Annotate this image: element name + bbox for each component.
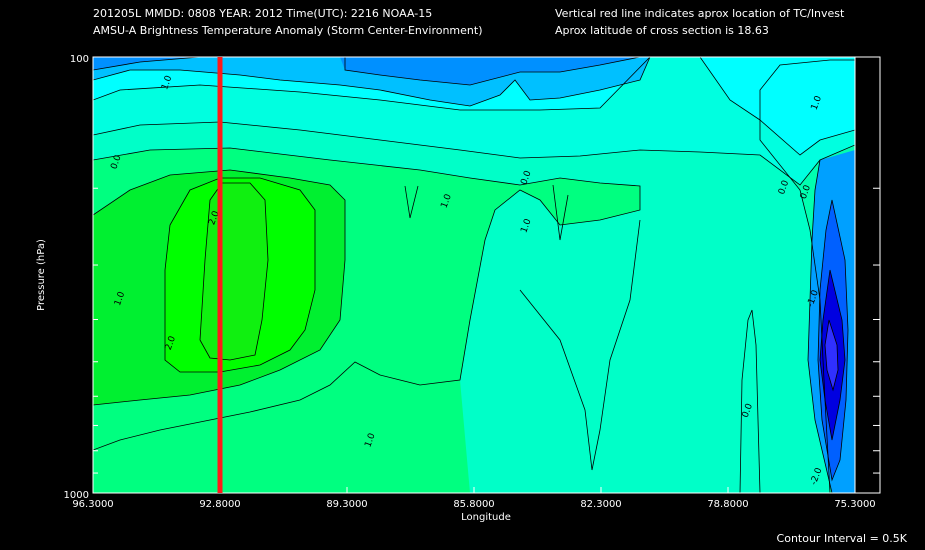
header-line2-right: Aprox latitude of cross section is 18.63 <box>555 24 769 37</box>
contour-lines <box>93 57 855 493</box>
header-line1-right: Vertical red line indicates aprox locati… <box>555 7 845 20</box>
contour-line <box>93 57 201 71</box>
x-tick-label: 92.8000 <box>199 499 240 510</box>
x-tick-label: 89.3000 <box>326 499 367 510</box>
contour-line <box>164 177 316 373</box>
header-line1-left: 201205L MMDD: 0808 YEAR: 2012 Time(UTC):… <box>93 7 433 20</box>
field-band-nw-blue <box>93 57 200 70</box>
contour-line <box>552 184 569 241</box>
field-band-east-cold4 <box>825 320 838 390</box>
x-tick-label: 96.3000 <box>72 499 113 510</box>
contour-line <box>93 147 641 451</box>
y-axis-right-ticks <box>854 56 881 494</box>
contour-line <box>759 59 855 493</box>
contour-label: 1.0 <box>160 74 174 91</box>
contour-line <box>739 309 761 493</box>
field-band-0tom1 <box>93 57 855 155</box>
y-axis-label: Pressure (hPa) <box>36 239 47 311</box>
contour-line <box>199 182 269 361</box>
contour-line <box>93 169 346 406</box>
x-tick-label: 78.8000 <box>707 499 748 510</box>
contour-line <box>93 57 651 107</box>
contour-label: 0.0 <box>741 402 755 419</box>
contour-interval: Contour Interval = 0.5K <box>776 532 907 545</box>
contour-label: 2.0 <box>164 335 178 352</box>
contour-label: 1.0 <box>519 217 533 234</box>
contour-label: 0.0 <box>777 179 791 196</box>
y-tick-label: 1000 <box>64 490 89 501</box>
contour-label: 1.0 <box>440 193 454 210</box>
contour-line <box>404 185 419 219</box>
contour-line <box>93 57 651 111</box>
contour-label: 0.0 <box>799 184 813 201</box>
contour-label: 1.0 <box>363 432 377 449</box>
anomaly-field <box>93 57 855 493</box>
field-band-upper-mid <box>93 57 855 185</box>
field-band-1to2-south <box>93 362 470 493</box>
x-tick-label: 82.3000 <box>580 499 621 510</box>
y-axis: 100 1000 <box>64 54 98 501</box>
contour-label: 1.0 <box>113 290 127 307</box>
contour-labels: 1.00.00.01.02.01.02.01.01.00.00.0-1.0-2.… <box>109 74 824 486</box>
contour-line <box>819 269 846 441</box>
header-line2-left: AMSU-A Brightness Temperature Anomaly (S… <box>93 24 483 37</box>
x-axis-label: Longitude <box>461 512 511 523</box>
contour-line <box>807 159 833 493</box>
contour-line <box>93 121 855 186</box>
x-tick-label: 75.3000 <box>834 499 875 510</box>
contour-label: 0.0 <box>109 154 123 171</box>
right-axis-frame <box>854 56 881 494</box>
contour-label: 0.0 <box>519 169 533 186</box>
contour-line <box>824 319 839 392</box>
x-tick-label: 85.8000 <box>453 499 494 510</box>
contour-label: 1.0 <box>810 94 824 111</box>
contour-line <box>699 57 855 156</box>
contour-line <box>817 199 849 482</box>
field-band-m2tom3 <box>340 57 640 85</box>
y-tick-label: 100 <box>70 54 89 65</box>
field-band-core <box>200 183 268 360</box>
contour-line <box>344 57 641 86</box>
contour-line <box>519 219 641 471</box>
